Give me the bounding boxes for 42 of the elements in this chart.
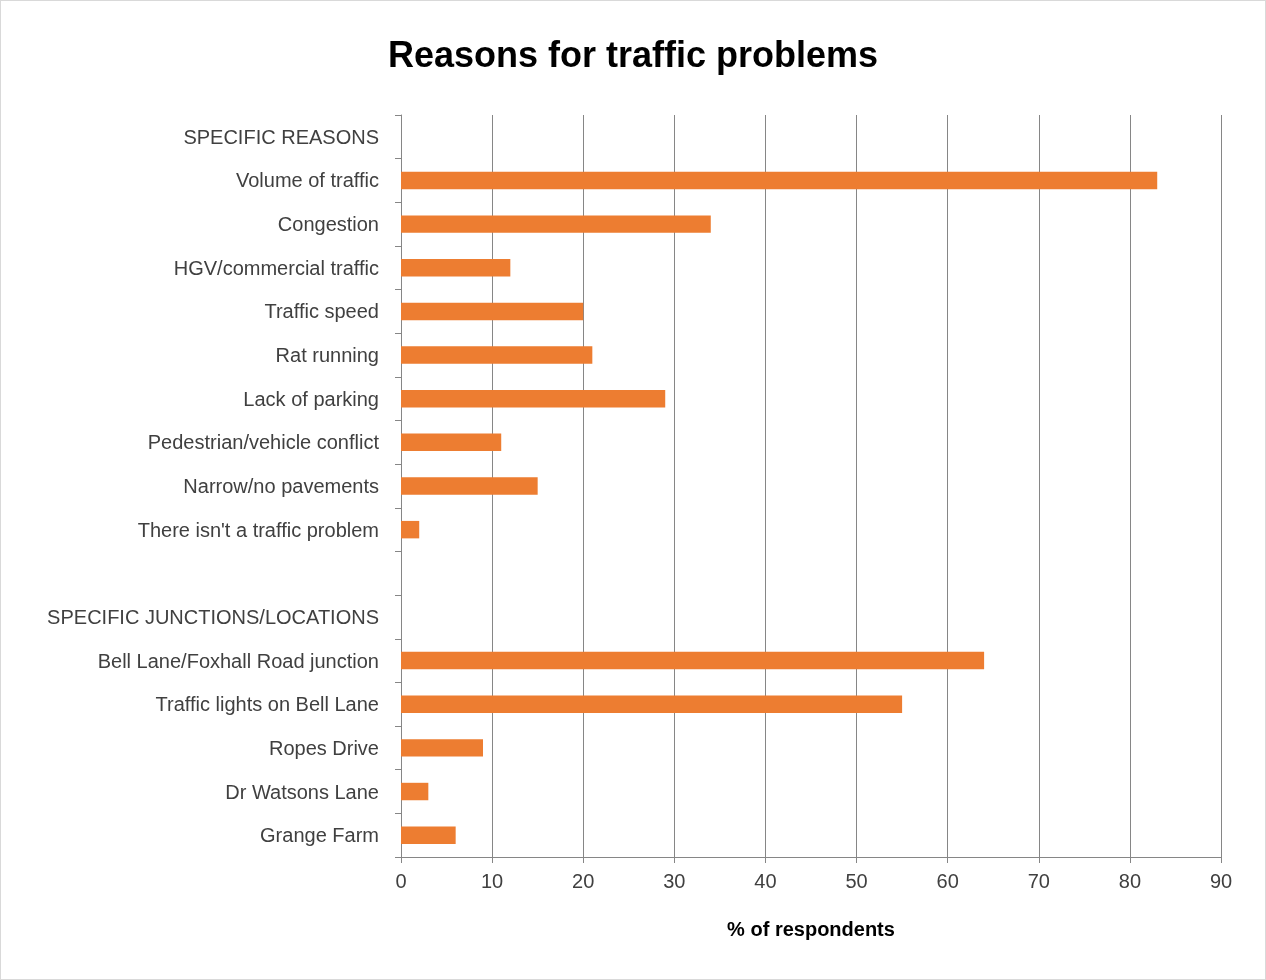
- bar: [401, 389, 666, 408]
- y-tick-label: Volume of traffic: [235, 169, 379, 192]
- bar: [401, 739, 483, 757]
- y-tick-label: Pedestrian/vehicle conflict: [147, 431, 380, 454]
- y-tick-label: Traffic speed: [264, 300, 379, 323]
- bar: [401, 433, 502, 452]
- y-tick-label: Narrow/no pavements: [183, 475, 379, 497]
- bar: [401, 651, 985, 670]
- y-tick-label: SPECIFIC JUNCTIONS/LOCATIONS: [47, 605, 379, 628]
- y-tick-label: Traffic lights on Bell Lane: [155, 693, 379, 716]
- x-tick-label: 40: [754, 870, 777, 892]
- y-tick-label: There isn't a traffic problem: [137, 518, 379, 541]
- x-tick-label: 90: [1209, 870, 1233, 892]
- chart-title: Reasons for traffic problems: [387, 33, 879, 75]
- y-tick-label: Grange Farm: [260, 824, 379, 847]
- x-tick-label: 10: [480, 870, 504, 892]
- x-tick-label: 50: [845, 870, 868, 892]
- bar: [401, 695, 903, 713]
- x-tick-label: 80: [1118, 870, 1142, 892]
- y-tick-label: Bell Lane/Foxhall Road junction: [97, 649, 379, 672]
- x-axis-title: % of respondents: [727, 918, 895, 940]
- y-tick-label: Ropes Drive: [268, 736, 379, 759]
- bar: [401, 215, 711, 233]
- bar: [401, 171, 1158, 190]
- bar: [401, 520, 420, 539]
- bar: [401, 302, 584, 321]
- x-tick-label: 20: [572, 870, 595, 892]
- x-tick-label: 60: [936, 870, 959, 892]
- y-tick-label: SPECIFIC REASONS: [183, 125, 379, 148]
- bar: [401, 826, 456, 844]
- bar: [401, 782, 429, 801]
- bar: [401, 477, 538, 495]
- y-tick-label: HGV/commercial traffic: [173, 256, 379, 279]
- y-tick-label: Dr Watsons Lane: [225, 780, 379, 803]
- x-tick-label: 30: [663, 870, 686, 892]
- x-tick-label: 0: [395, 870, 407, 892]
- y-tick-label: Congestion: [277, 213, 379, 236]
- y-tick-label: Lack of parking: [243, 387, 379, 410]
- bar: [401, 259, 511, 277]
- y-tick-label: Rat running: [275, 344, 379, 367]
- x-tick-label: 70: [1027, 870, 1050, 892]
- bar: [401, 346, 593, 364]
